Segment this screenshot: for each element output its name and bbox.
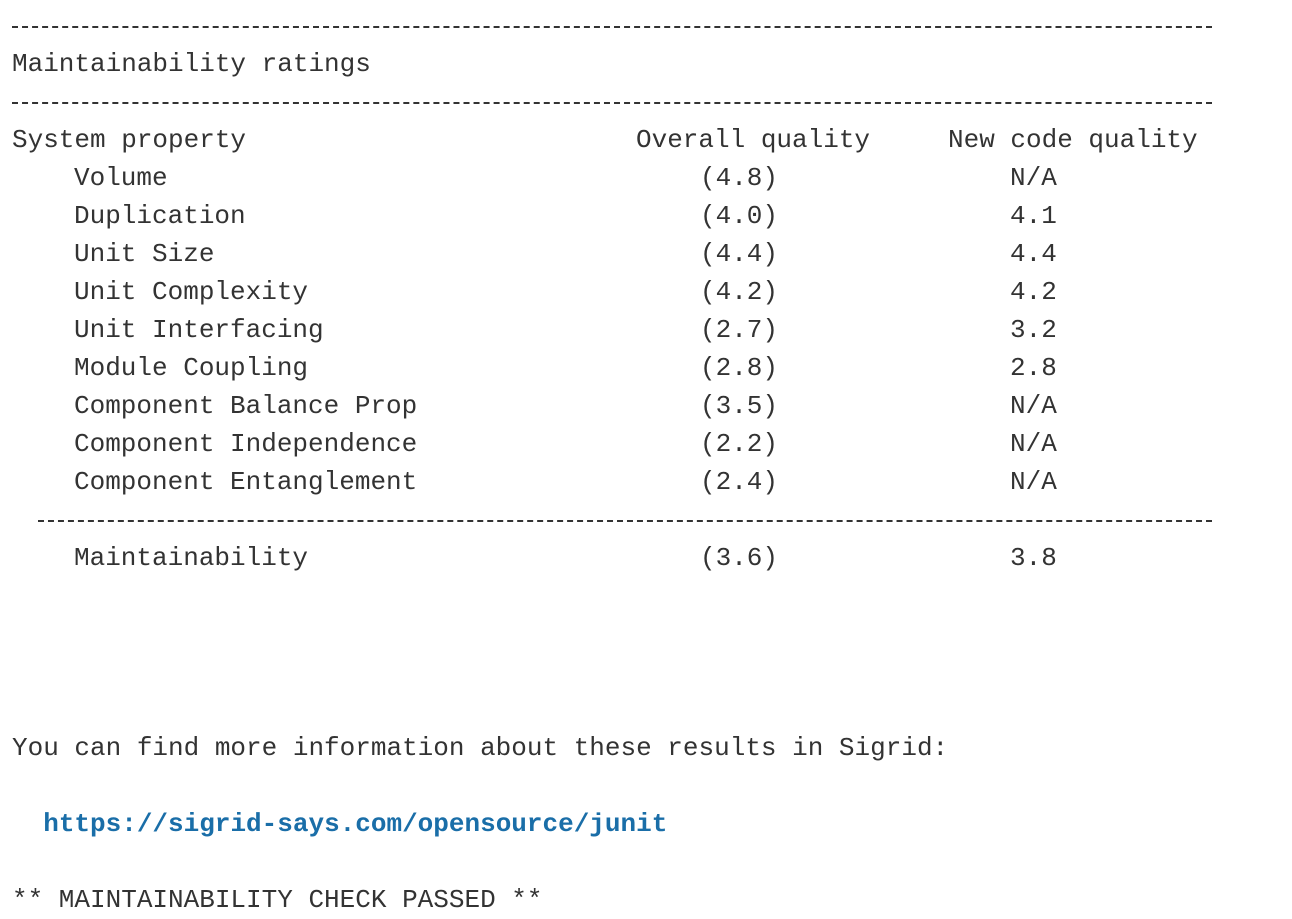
column-header-new-code: New code quality (948, 125, 1198, 155)
info-link-line: https://sigrid-says.com/opensource/junit (12, 767, 667, 839)
row-new-code: N/A (1010, 163, 1057, 193)
total-divider (38, 520, 1212, 522)
row-property: Component Independence (74, 429, 418, 459)
row-property: Unit Complexity (74, 277, 309, 307)
row-property: Module Coupling (74, 353, 309, 383)
row-new-code: N/A (1010, 391, 1057, 421)
total-row: Maintainability (3.6) 3.8 (0, 539, 1292, 577)
row-property: Volume (74, 163, 168, 193)
column-header-overall: Overall quality (636, 125, 871, 155)
row-overall: (4.8) (700, 163, 779, 193)
table-row: Unit Complexity (4.2) 4.2 (0, 273, 1292, 311)
result-status: ** MAINTAINABILITY CHECK PASSED ** (12, 885, 543, 915)
sigrid-link[interactable]: https://sigrid-says.com/opensource/junit (43, 809, 668, 839)
table-row: Duplication (4.0) 4.1 (0, 197, 1292, 235)
table-row: Component Entanglement (2.4) N/A (0, 463, 1292, 501)
row-new-code: N/A (1010, 467, 1057, 497)
header-divider (12, 102, 1212, 104)
row-new-code: 4.4 (1010, 239, 1057, 269)
table-row: Volume (4.8) N/A (0, 159, 1292, 197)
row-overall: (3.5) (700, 391, 779, 421)
table-header: System property Overall quality New code… (0, 121, 1292, 159)
row-new-code: N/A (1010, 429, 1057, 459)
row-overall: (4.4) (700, 239, 779, 269)
row-new-code: 4.2 (1010, 277, 1057, 307)
row-overall: (2.8) (700, 353, 779, 383)
row-property: Unit Size (74, 239, 215, 269)
row-property: Unit Interfacing (74, 315, 324, 345)
top-divider (12, 26, 1212, 28)
row-property: Component Balance Prop (74, 391, 418, 421)
row-new-code: 4.1 (1010, 201, 1057, 231)
row-new-code: 3.2 (1010, 315, 1057, 345)
table-row: Component Independence (2.2) N/A (0, 425, 1292, 463)
row-overall: (2.4) (700, 467, 779, 497)
row-property: Duplication (74, 201, 246, 231)
row-overall: (4.0) (700, 201, 779, 231)
column-header-property: System property (12, 125, 247, 155)
section-title: Maintainability ratings (12, 49, 371, 79)
row-property: Component Entanglement (74, 467, 418, 497)
row-overall: (2.7) (700, 315, 779, 345)
info-text: You can find more information about thes… (12, 733, 949, 763)
table-row: Component Balance Prop (3.5) N/A (0, 387, 1292, 425)
row-overall: (2.2) (700, 429, 779, 459)
table-row: Module Coupling (2.8) 2.8 (0, 349, 1292, 387)
total-new-code: 3.8 (1010, 543, 1057, 573)
total-overall: (3.6) (700, 543, 779, 573)
row-overall: (4.2) (700, 277, 779, 307)
row-new-code: 2.8 (1010, 353, 1057, 383)
table-row: Unit Size (4.4) 4.4 (0, 235, 1292, 273)
table-row: Unit Interfacing (2.7) 3.2 (0, 311, 1292, 349)
total-property: Maintainability (74, 543, 309, 573)
